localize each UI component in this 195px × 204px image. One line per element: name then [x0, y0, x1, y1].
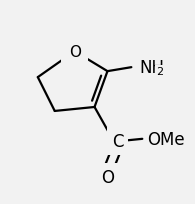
- Text: O: O: [101, 168, 114, 186]
- Text: OMe: OMe: [147, 130, 185, 148]
- Text: C: C: [112, 132, 123, 150]
- Text: O: O: [69, 44, 81, 59]
- Text: NH: NH: [139, 59, 164, 77]
- Text: 2: 2: [156, 67, 163, 77]
